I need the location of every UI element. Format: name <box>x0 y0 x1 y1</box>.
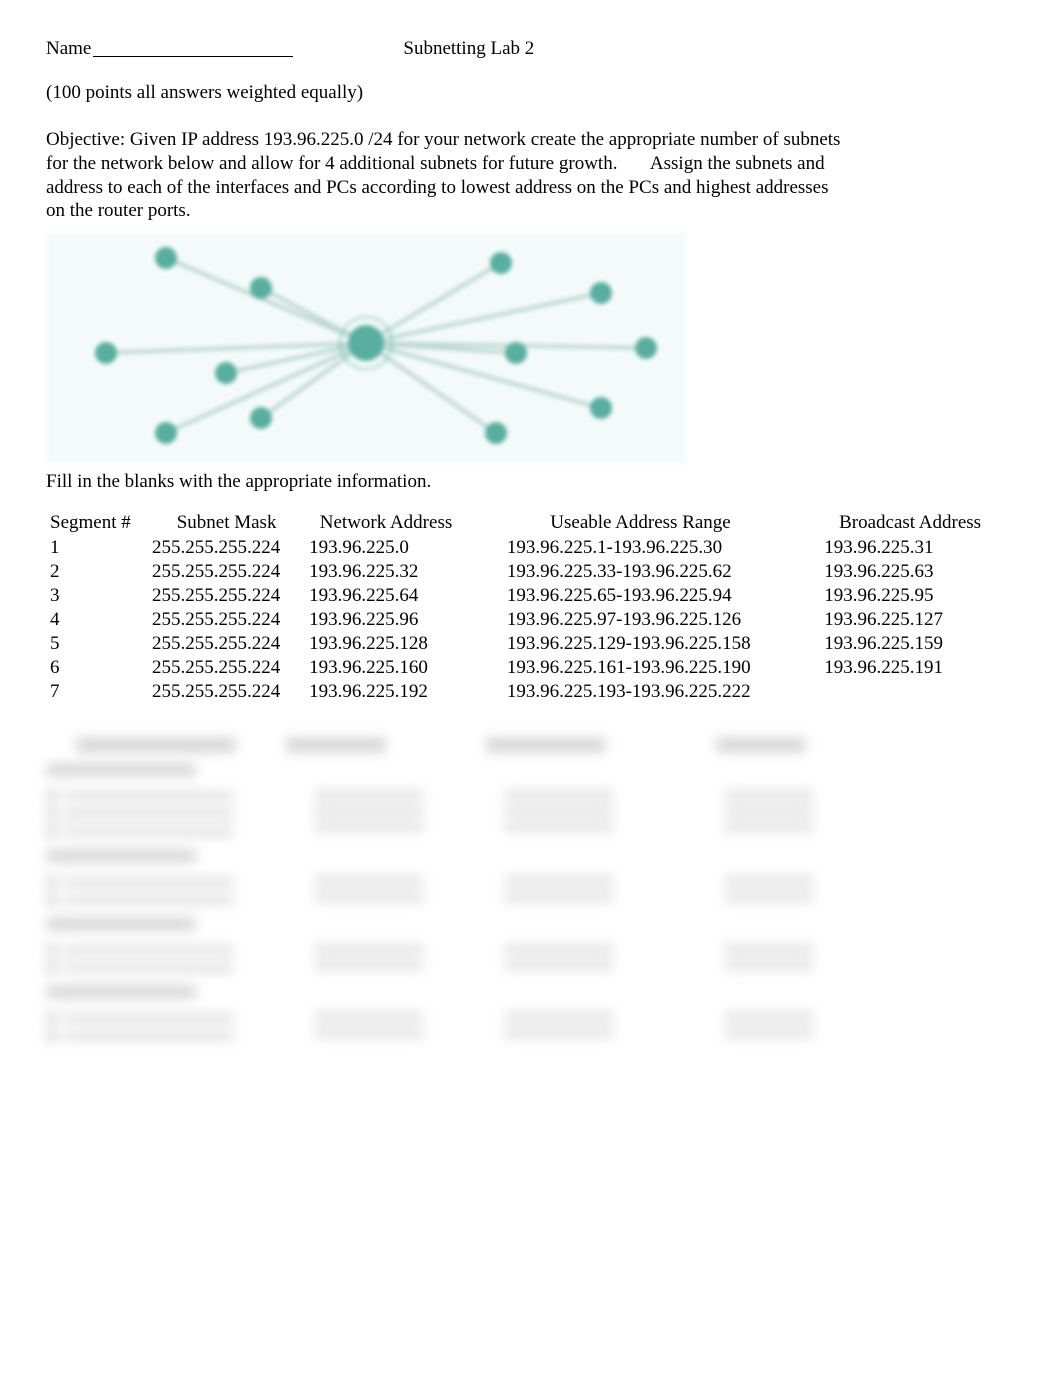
td-range: 193.96.225.1-193.96.225.30 <box>467 536 814 560</box>
td-segment: 3 <box>46 584 148 608</box>
td-network: 193.96.225.96 <box>305 608 467 632</box>
td-broadcast: 193.96.225.95 <box>814 584 1006 608</box>
td-range: 193.96.225.97-193.96.225.126 <box>467 608 814 632</box>
td-network: 193.96.225.160 <box>305 656 467 680</box>
name-blank-line <box>93 38 293 57</box>
th-segment: Segment # <box>46 511 148 536</box>
td-network: 193.96.225.32 <box>305 560 467 584</box>
pc-icon <box>95 342 117 364</box>
th-network: Network Address <box>305 511 467 536</box>
subnet-table-head: Segment # Subnet Mask Network Address Us… <box>46 511 1006 536</box>
th-broadcast: Broadcast Address <box>814 511 1006 536</box>
pc-icon <box>485 422 507 444</box>
td-broadcast: 193.96.225.31 <box>814 536 1006 560</box>
td-segment: 6 <box>46 656 148 680</box>
pc-icon <box>250 277 272 299</box>
td-segment: 1 <box>46 536 148 560</box>
pc-icon <box>155 247 177 269</box>
table-row: 5255.255.255.224193.96.225.128193.96.225… <box>46 632 1006 656</box>
th-mask: Subnet Mask <box>148 511 305 536</box>
td-segment: 5 <box>46 632 148 656</box>
th-range: Useable Address Range <box>467 511 814 536</box>
td-mask: 255.255.255.224 <box>148 536 305 560</box>
pc-icon <box>215 362 237 384</box>
table-row: 7255.255.255.224193.96.225.192193.96.225… <box>46 680 1006 704</box>
router-icon <box>348 325 384 361</box>
td-segment: 7 <box>46 680 148 704</box>
td-network: 193.96.225.64 <box>305 584 467 608</box>
td-broadcast: 193.96.225.191 <box>814 656 1006 680</box>
pc-icon <box>635 337 657 359</box>
td-range: 193.96.225.65-193.96.225.94 <box>467 584 814 608</box>
obscured-panel <box>46 738 1026 1058</box>
name-label: Name <box>46 38 91 60</box>
td-range: 193.96.225.161-193.96.225.190 <box>467 656 814 680</box>
subnet-table-body: 1255.255.255.224193.96.225.0193.96.225.1… <box>46 536 1006 704</box>
objective-text: Objective: Given IP address 193.96.225.0… <box>46 128 846 223</box>
td-mask: 255.255.255.224 <box>148 560 305 584</box>
pc-icon <box>155 422 177 444</box>
fill-instruction: Fill in the blanks with the appropriate … <box>46 471 1016 493</box>
td-range: 193.96.225.33-193.96.225.62 <box>467 560 814 584</box>
table-row: 1255.255.255.224193.96.225.0193.96.225.1… <box>46 536 1006 560</box>
td-broadcast <box>814 680 1006 704</box>
lab-title: Subnetting Lab 2 <box>403 38 534 60</box>
td-network: 193.96.225.128 <box>305 632 467 656</box>
td-network: 193.96.225.0 <box>305 536 467 560</box>
points-line: (100 points all answers weighted equally… <box>46 82 1016 104</box>
td-mask: 255.255.255.224 <box>148 680 305 704</box>
header-row: Name Subnetting Lab 2 <box>46 38 1016 60</box>
network-diagram-svg <box>46 233 686 463</box>
page: Name Subnetting Lab 2 (100 points all an… <box>0 0 1062 1098</box>
td-network: 193.96.225.192 <box>305 680 467 704</box>
td-mask: 255.255.255.224 <box>148 632 305 656</box>
td-segment: 4 <box>46 608 148 632</box>
pc-icon <box>505 342 527 364</box>
td-broadcast: 193.96.225.63 <box>814 560 1006 584</box>
pc-icon <box>590 397 612 419</box>
pc-icon <box>250 407 272 429</box>
table-row: 2255.255.255.224193.96.225.32193.96.225.… <box>46 560 1006 584</box>
td-range: 193.96.225.193-193.96.225.222 <box>467 680 814 704</box>
pc-icon <box>490 252 512 274</box>
subnet-table: Segment # Subnet Mask Network Address Us… <box>46 511 1006 704</box>
td-mask: 255.255.255.224 <box>148 608 305 632</box>
table-row: 4255.255.255.224193.96.225.96193.96.225.… <box>46 608 1006 632</box>
network-diagram <box>46 233 686 463</box>
td-broadcast: 193.96.225.127 <box>814 608 1006 632</box>
table-row: 6255.255.255.224193.96.225.160193.96.225… <box>46 656 1006 680</box>
table-row: 3255.255.255.224193.96.225.64193.96.225.… <box>46 584 1006 608</box>
td-mask: 255.255.255.224 <box>148 656 305 680</box>
pc-icon <box>590 282 612 304</box>
td-segment: 2 <box>46 560 148 584</box>
td-broadcast: 193.96.225.159 <box>814 632 1006 656</box>
td-mask: 255.255.255.224 <box>148 584 305 608</box>
td-range: 193.96.225.129-193.96.225.158 <box>467 632 814 656</box>
